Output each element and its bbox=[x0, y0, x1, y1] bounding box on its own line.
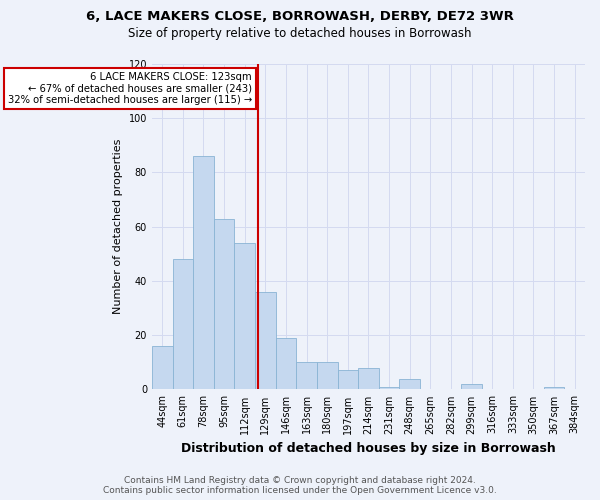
Bar bbox=[544, 386, 565, 390]
Bar bbox=[275, 338, 296, 390]
Bar bbox=[173, 260, 193, 390]
Text: Contains HM Land Registry data © Crown copyright and database right 2024.
Contai: Contains HM Land Registry data © Crown c… bbox=[103, 476, 497, 495]
Bar bbox=[338, 370, 358, 390]
Bar bbox=[296, 362, 317, 390]
Bar bbox=[400, 378, 420, 390]
Bar bbox=[235, 243, 255, 390]
Bar bbox=[358, 368, 379, 390]
X-axis label: Distribution of detached houses by size in Borrowash: Distribution of detached houses by size … bbox=[181, 442, 556, 455]
Text: 6 LACE MAKERS CLOSE: 123sqm
← 67% of detached houses are smaller (243)
32% of se: 6 LACE MAKERS CLOSE: 123sqm ← 67% of det… bbox=[8, 72, 252, 106]
Text: 6, LACE MAKERS CLOSE, BORROWASH, DERBY, DE72 3WR: 6, LACE MAKERS CLOSE, BORROWASH, DERBY, … bbox=[86, 10, 514, 23]
Bar bbox=[317, 362, 338, 390]
Bar bbox=[255, 292, 275, 390]
Bar bbox=[214, 218, 235, 390]
Bar bbox=[379, 386, 400, 390]
Y-axis label: Number of detached properties: Number of detached properties bbox=[113, 139, 123, 314]
Bar bbox=[193, 156, 214, 390]
Bar bbox=[152, 346, 173, 390]
Bar bbox=[461, 384, 482, 390]
Text: Size of property relative to detached houses in Borrowash: Size of property relative to detached ho… bbox=[128, 28, 472, 40]
